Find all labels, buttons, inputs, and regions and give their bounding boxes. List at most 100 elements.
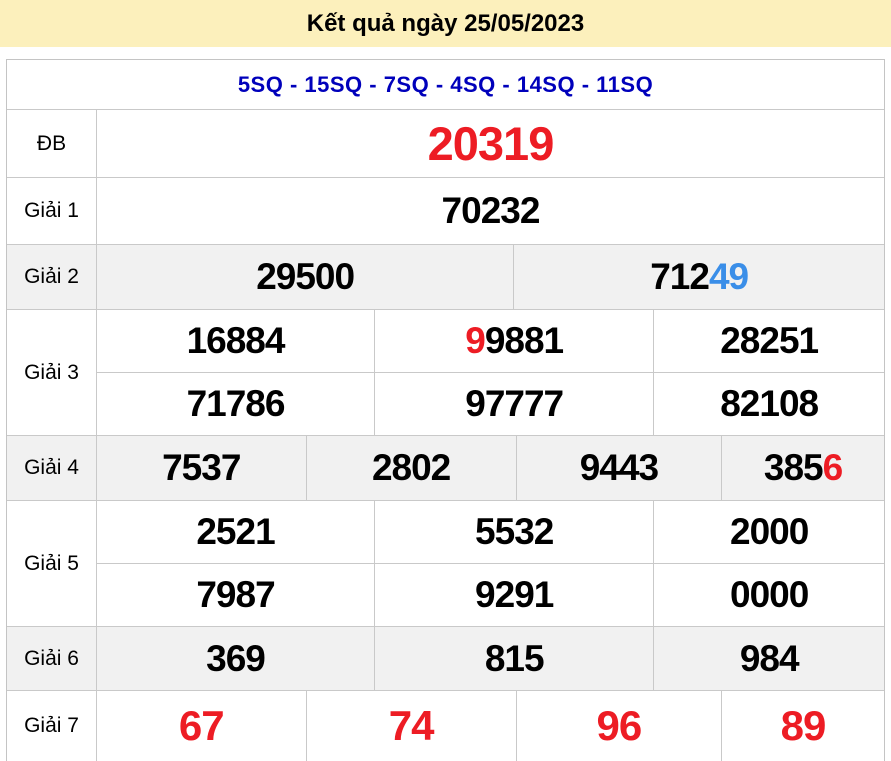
number-part: 70232 — [441, 190, 541, 231]
prize-number: 82108 — [720, 383, 819, 425]
number-part: 9881 — [484, 320, 564, 361]
prize-number-cell: 74 — [305, 691, 516, 761]
number-part: 2802 — [371, 447, 451, 488]
prize-number-cell: 29500 — [97, 245, 513, 309]
prize-row-giai-2: Giải 2 29500 71249 — [7, 245, 884, 310]
prize-number-cell: 369 — [97, 627, 374, 690]
prize-number: 67 — [178, 702, 225, 750]
prize-number-cell: 99881 — [374, 310, 653, 372]
number-part: 2000 — [730, 511, 809, 552]
prize-label: Giải 7 — [7, 691, 97, 761]
number-part: 0000 — [730, 574, 809, 615]
prize-number: 369 — [206, 637, 266, 680]
prize-number-cell: 71249 — [513, 245, 884, 309]
number-part: 5532 — [475, 511, 554, 552]
prize-number-cell: 7987 — [97, 564, 374, 626]
prize-number: 2521 — [196, 511, 275, 553]
number-part: 815 — [484, 637, 545, 679]
prize-number: 20319 — [427, 116, 555, 171]
number-part: 369 — [206, 637, 266, 679]
prize-number: 29500 — [256, 256, 355, 298]
prize-number: 99881 — [465, 320, 564, 362]
prize-number: 28251 — [720, 320, 819, 362]
station-codes-text: 5SQ - 15SQ - 7SQ - 4SQ - 14SQ - 11SQ — [237, 71, 654, 97]
prize-number: 71786 — [186, 383, 286, 425]
number-part-highlight: 96 — [596, 702, 643, 749]
prize-number: 3856 — [764, 447, 844, 489]
prize-number-cell: 9443 — [515, 436, 721, 500]
station-codes-row: 5SQ - 15SQ - 7SQ - 4SQ - 14SQ - 11SQ — [7, 60, 884, 110]
prize-label: Giải 4 — [7, 436, 97, 500]
number-part-highlight: 49 — [708, 256, 749, 297]
prize-row-giai-4: Giải 4 7537 2802 9443 3856 — [7, 436, 884, 501]
prize-number: 815 — [484, 637, 545, 680]
number-part: 7537 — [162, 447, 241, 488]
prize-number-cell: 82108 — [653, 373, 884, 435]
prize-row-giai-6: Giải 6 369 815 984 — [7, 627, 884, 691]
prize-number-cell: 28251 — [653, 310, 884, 372]
prize-number-cell: 97777 — [374, 373, 653, 435]
number-part: 712 — [650, 256, 710, 297]
prize-label: Giải 5 — [7, 501, 97, 626]
prize-row-giai-7: Giải 7 67 74 96 89 — [7, 691, 884, 761]
prize-label-text: Giải 5 — [24, 551, 79, 575]
number-part-highlight: 89 — [780, 702, 827, 749]
prize-number-cell: 984 — [653, 627, 884, 690]
prize-label-text: Giải 4 — [24, 456, 79, 479]
number-part: 82108 — [720, 383, 819, 424]
lottery-results-table: 5SQ - 15SQ - 7SQ - 4SQ - 14SQ - 11SQ ĐB … — [6, 59, 885, 761]
number-part: 29500 — [256, 256, 355, 297]
prize-number: 2802 — [371, 447, 451, 489]
prize-row-giai-5: Giải 5 2521 5532 2000 7987 9291 — [7, 501, 884, 627]
prize-label-text: ĐB — [36, 131, 67, 155]
prize-number: 7987 — [196, 574, 275, 616]
prize-number: 9443 — [579, 447, 659, 489]
prize-number-cell: 2521 — [97, 501, 374, 563]
prize-number-cell: 7537 — [97, 436, 306, 500]
prize-number: 89 — [780, 702, 827, 750]
prize-number: 97777 — [465, 383, 564, 425]
prize-number: 9291 — [475, 574, 554, 616]
prize-number: 70232 — [441, 190, 541, 232]
number-part: 28251 — [720, 320, 819, 361]
prize-number-cell: 89 — [721, 691, 884, 761]
prize-label: Giải 3 — [7, 310, 97, 435]
prize-number: 5532 — [475, 511, 554, 553]
number-part-highlight: 6 — [822, 447, 844, 488]
prize-number-cell: 96 — [515, 691, 721, 761]
prize-label: Giải 6 — [7, 627, 97, 690]
number-part: 20319 — [427, 117, 555, 170]
number-part: 2521 — [196, 511, 275, 552]
prize-label-text: Giải 1 — [24, 199, 79, 222]
prize-label-text: Giải 2 — [24, 265, 79, 288]
prize-label: Giải 2 — [7, 245, 97, 309]
page-title: Kết quả ngày 25/05/2023 — [306, 9, 585, 37]
number-part: 984 — [739, 637, 800, 679]
prize-label-text: Giải 3 — [24, 360, 79, 384]
prize-number-cell: 815 — [374, 627, 653, 690]
prize-label-text: Giải 7 — [24, 714, 79, 737]
prize-number-cell: 5532 — [374, 501, 653, 563]
prize-number-cell: 20319 — [97, 110, 884, 177]
number-part: 71786 — [186, 383, 286, 424]
date-banner: Kết quả ngày 25/05/2023 — [0, 0, 891, 47]
prize-number-cell: 16884 — [97, 310, 374, 372]
prize-label: ĐB — [7, 110, 97, 177]
number-part: 16884 — [186, 320, 286, 361]
prize-number: 74 — [389, 702, 435, 750]
prize-number-cell: 67 — [97, 691, 306, 761]
prize-row-giai-3: Giải 3 16884 99881 28251 71786 97777 — [7, 310, 884, 436]
prize-row-giai-1: Giải 1 70232 — [7, 178, 884, 245]
number-part-highlight: 67 — [178, 702, 225, 749]
prize-number: 96 — [596, 702, 643, 750]
number-part: 9443 — [579, 447, 659, 488]
prize-number: 7537 — [162, 447, 241, 489]
prize-label: Giải 1 — [7, 178, 97, 244]
prize-label-text: Giải 6 — [24, 646, 79, 670]
prize-number: 2000 — [730, 511, 809, 553]
prize-number: 71249 — [650, 256, 749, 298]
prize-number: 0000 — [730, 574, 809, 616]
prize-number-cell: 70232 — [97, 178, 884, 244]
number-part-highlight: 9 — [465, 320, 486, 361]
number-part: 97777 — [465, 383, 564, 424]
